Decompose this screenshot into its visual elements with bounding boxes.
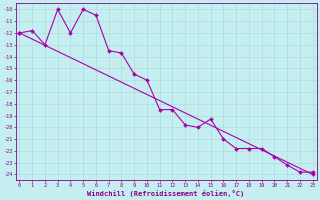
X-axis label: Windchill (Refroidissement éolien,°C): Windchill (Refroidissement éolien,°C) <box>87 190 245 197</box>
